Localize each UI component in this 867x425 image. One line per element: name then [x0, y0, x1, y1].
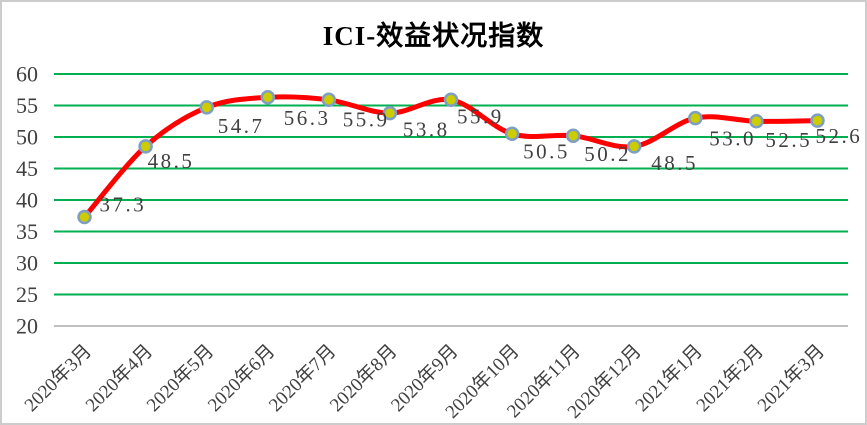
y-tick-label: 60 [16, 62, 38, 87]
data-point-marker [443, 92, 459, 108]
data-point-marker [321, 92, 337, 108]
data-point-marker [199, 100, 214, 115]
y-tick-label: 45 [16, 156, 38, 181]
data-point-marker [77, 209, 92, 225]
data-point-marker [504, 126, 520, 142]
x-tick-label: 2021年3月 [753, 340, 829, 416]
data-label: 50.5 [523, 139, 570, 163]
data-label: 55.9 [343, 107, 390, 131]
data-point-marker [565, 128, 581, 143]
data-point-marker [810, 113, 825, 128]
data-label: 48.5 [148, 149, 195, 173]
y-tick-label: 25 [16, 282, 38, 307]
data-point-marker [382, 105, 398, 121]
data-label: 56.3 [284, 106, 331, 130]
data-label: 54.7 [218, 114, 265, 138]
data-point-marker [688, 110, 703, 126]
data-label: 48.5 [651, 151, 698, 175]
y-tick-label: 55 [16, 93, 38, 118]
y-tick-label: 50 [16, 125, 38, 150]
data-point-marker [749, 114, 764, 129]
data-label: 53.8 [403, 118, 450, 142]
data-label: 52.6 [816, 124, 863, 148]
y-tick-label: 20 [16, 314, 38, 339]
data-point-marker [260, 90, 276, 105]
y-tick-label: 35 [16, 219, 38, 244]
series-line [82, 94, 820, 220]
data-label: 50.2 [584, 142, 631, 166]
data-point-marker [626, 139, 642, 154]
data-label: 55.9 [457, 104, 504, 128]
y-tick-label: 40 [16, 188, 38, 213]
data-label: 52.5 [765, 128, 812, 152]
data-point-marker [138, 139, 153, 154]
data-label: 53.0 [709, 127, 756, 151]
y-tick-label: 30 [16, 251, 38, 276]
data-label: 37.3 [100, 193, 147, 217]
chart-title: ICI-效益状况指数 [322, 21, 545, 51]
